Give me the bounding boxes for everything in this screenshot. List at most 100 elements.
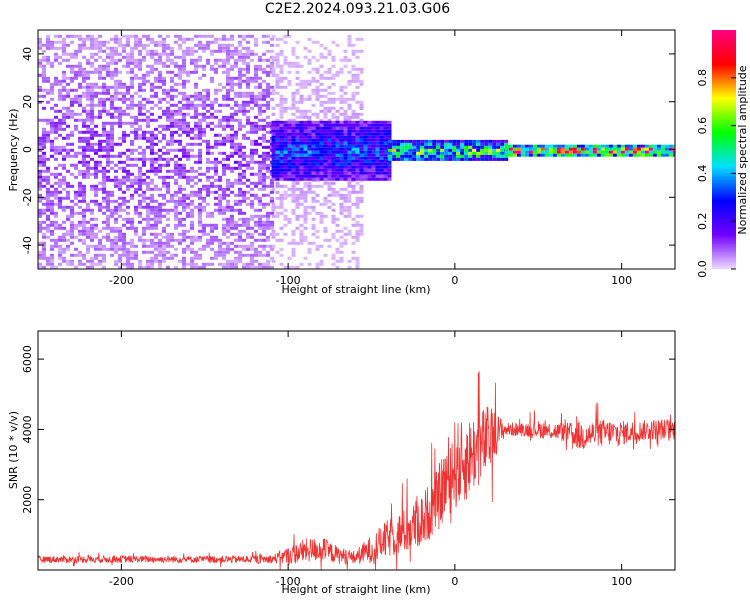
heatmap-cell <box>335 144 340 148</box>
heatmap-cell <box>94 91 98 95</box>
heatmap-cell <box>150 148 154 152</box>
heatmap-cell <box>275 73 280 77</box>
heatmap-cell <box>238 238 242 242</box>
heatmap-cell <box>126 40 130 44</box>
heatmap-cell <box>295 217 300 221</box>
heatmap-cell <box>250 166 254 170</box>
heatmap-cell <box>250 193 254 197</box>
heatmap-cell <box>102 127 106 131</box>
heatmap-cell <box>250 148 254 152</box>
heatmap-cell <box>122 199 126 203</box>
heatmap-cell <box>371 147 376 151</box>
heatmap-cell <box>270 43 274 47</box>
heatmap-cell <box>327 126 332 130</box>
heatmap-cell <box>198 154 202 158</box>
heatmap-cell <box>295 177 300 181</box>
heatmap-cell <box>206 43 210 47</box>
heatmap-cell <box>206 94 210 98</box>
heatmap-cell <box>82 157 86 161</box>
heatmap-cell <box>266 163 270 167</box>
heatmap-cell <box>226 163 230 167</box>
heatmap-cell <box>238 178 242 182</box>
heatmap-cell <box>291 129 296 133</box>
heatmap-cell <box>98 73 102 77</box>
heatmap-cell <box>258 181 262 185</box>
heatmap-cell <box>327 100 332 104</box>
heatmap-cell <box>102 175 106 179</box>
heatmap-cell <box>194 82 198 86</box>
heatmap-cell <box>106 91 110 95</box>
heatmap-cell <box>158 154 162 158</box>
heatmap-cell <box>194 112 198 116</box>
heatmap-cell <box>262 58 266 62</box>
heatmap-cell <box>146 157 150 161</box>
heatmap-cell <box>114 250 118 254</box>
heatmap-cell <box>182 52 186 56</box>
heatmap-cell <box>307 171 312 175</box>
heatmap-cell <box>311 147 316 151</box>
heatmap-cell <box>102 172 106 176</box>
heatmap-cell <box>359 135 364 139</box>
heatmap-cell <box>182 49 186 53</box>
heatmap-cell <box>238 232 242 236</box>
heatmap-cell <box>90 70 94 74</box>
heatmap-cell <box>90 85 94 89</box>
heatmap-cell <box>54 166 58 170</box>
heatmap-cell <box>246 40 250 44</box>
heatmap-cell <box>319 174 324 178</box>
heatmap-cell <box>154 172 158 176</box>
heatmap-cell <box>146 217 150 221</box>
heatmap-cell <box>122 208 126 212</box>
heatmap-cell <box>38 136 42 140</box>
heatmap-cell <box>198 193 202 197</box>
heatmap-cell <box>194 85 198 89</box>
heatmap-cell <box>194 169 198 173</box>
heatmap-cell <box>258 202 262 206</box>
heatmap-cell <box>238 151 242 155</box>
heatmap-cell <box>54 136 58 140</box>
heatmap-cell <box>484 139 489 143</box>
heatmap-cell <box>202 196 206 200</box>
heatmap-cell <box>327 144 332 148</box>
heatmap-cell <box>90 226 94 230</box>
heatmap-cell <box>134 46 138 50</box>
heatmap-cell <box>383 168 388 172</box>
heatmap-cell <box>295 153 300 157</box>
heatmap-cell <box>448 145 453 149</box>
heatmap-cell <box>62 118 66 122</box>
heatmap-cell <box>307 132 312 136</box>
heatmap-cell <box>106 214 110 218</box>
heatmap-cell <box>262 238 266 242</box>
heatmap-cell <box>90 217 94 221</box>
heatmap-cell <box>258 163 262 167</box>
heatmap-cell <box>250 181 254 185</box>
heatmap-cell <box>230 52 234 56</box>
heatmap-cell <box>343 153 348 157</box>
heatmap-cell <box>270 256 274 260</box>
page-title: C2E2.2024.093.21.03.G06 <box>264 1 451 17</box>
heatmap-cell <box>50 238 54 242</box>
heatmap-cell <box>347 199 352 203</box>
heatmap-cell <box>319 159 324 163</box>
heatmap-cell <box>62 166 66 170</box>
heatmap-cell <box>254 100 258 104</box>
heatmap-cell <box>94 142 98 146</box>
heatmap-cell <box>202 112 206 116</box>
heatmap-cell <box>46 181 50 185</box>
heatmap-cell <box>102 130 106 134</box>
heatmap-cell <box>291 138 296 142</box>
heatmap-cell <box>50 130 54 134</box>
heatmap-cell <box>270 61 274 65</box>
heatmap-cell <box>303 184 308 188</box>
heatmap-cell <box>134 256 138 260</box>
heatmap-cell <box>174 139 178 143</box>
heatmap-cell <box>186 247 190 251</box>
heatmap-cell <box>444 142 449 146</box>
heatmap-cell <box>299 123 304 127</box>
heatmap-cell <box>238 253 242 257</box>
heatmap-cell <box>126 157 130 161</box>
heatmap-cell <box>94 169 98 173</box>
heatmap-cell <box>78 187 82 191</box>
heatmap-cell <box>142 97 146 101</box>
heatmap-cell <box>254 70 258 74</box>
